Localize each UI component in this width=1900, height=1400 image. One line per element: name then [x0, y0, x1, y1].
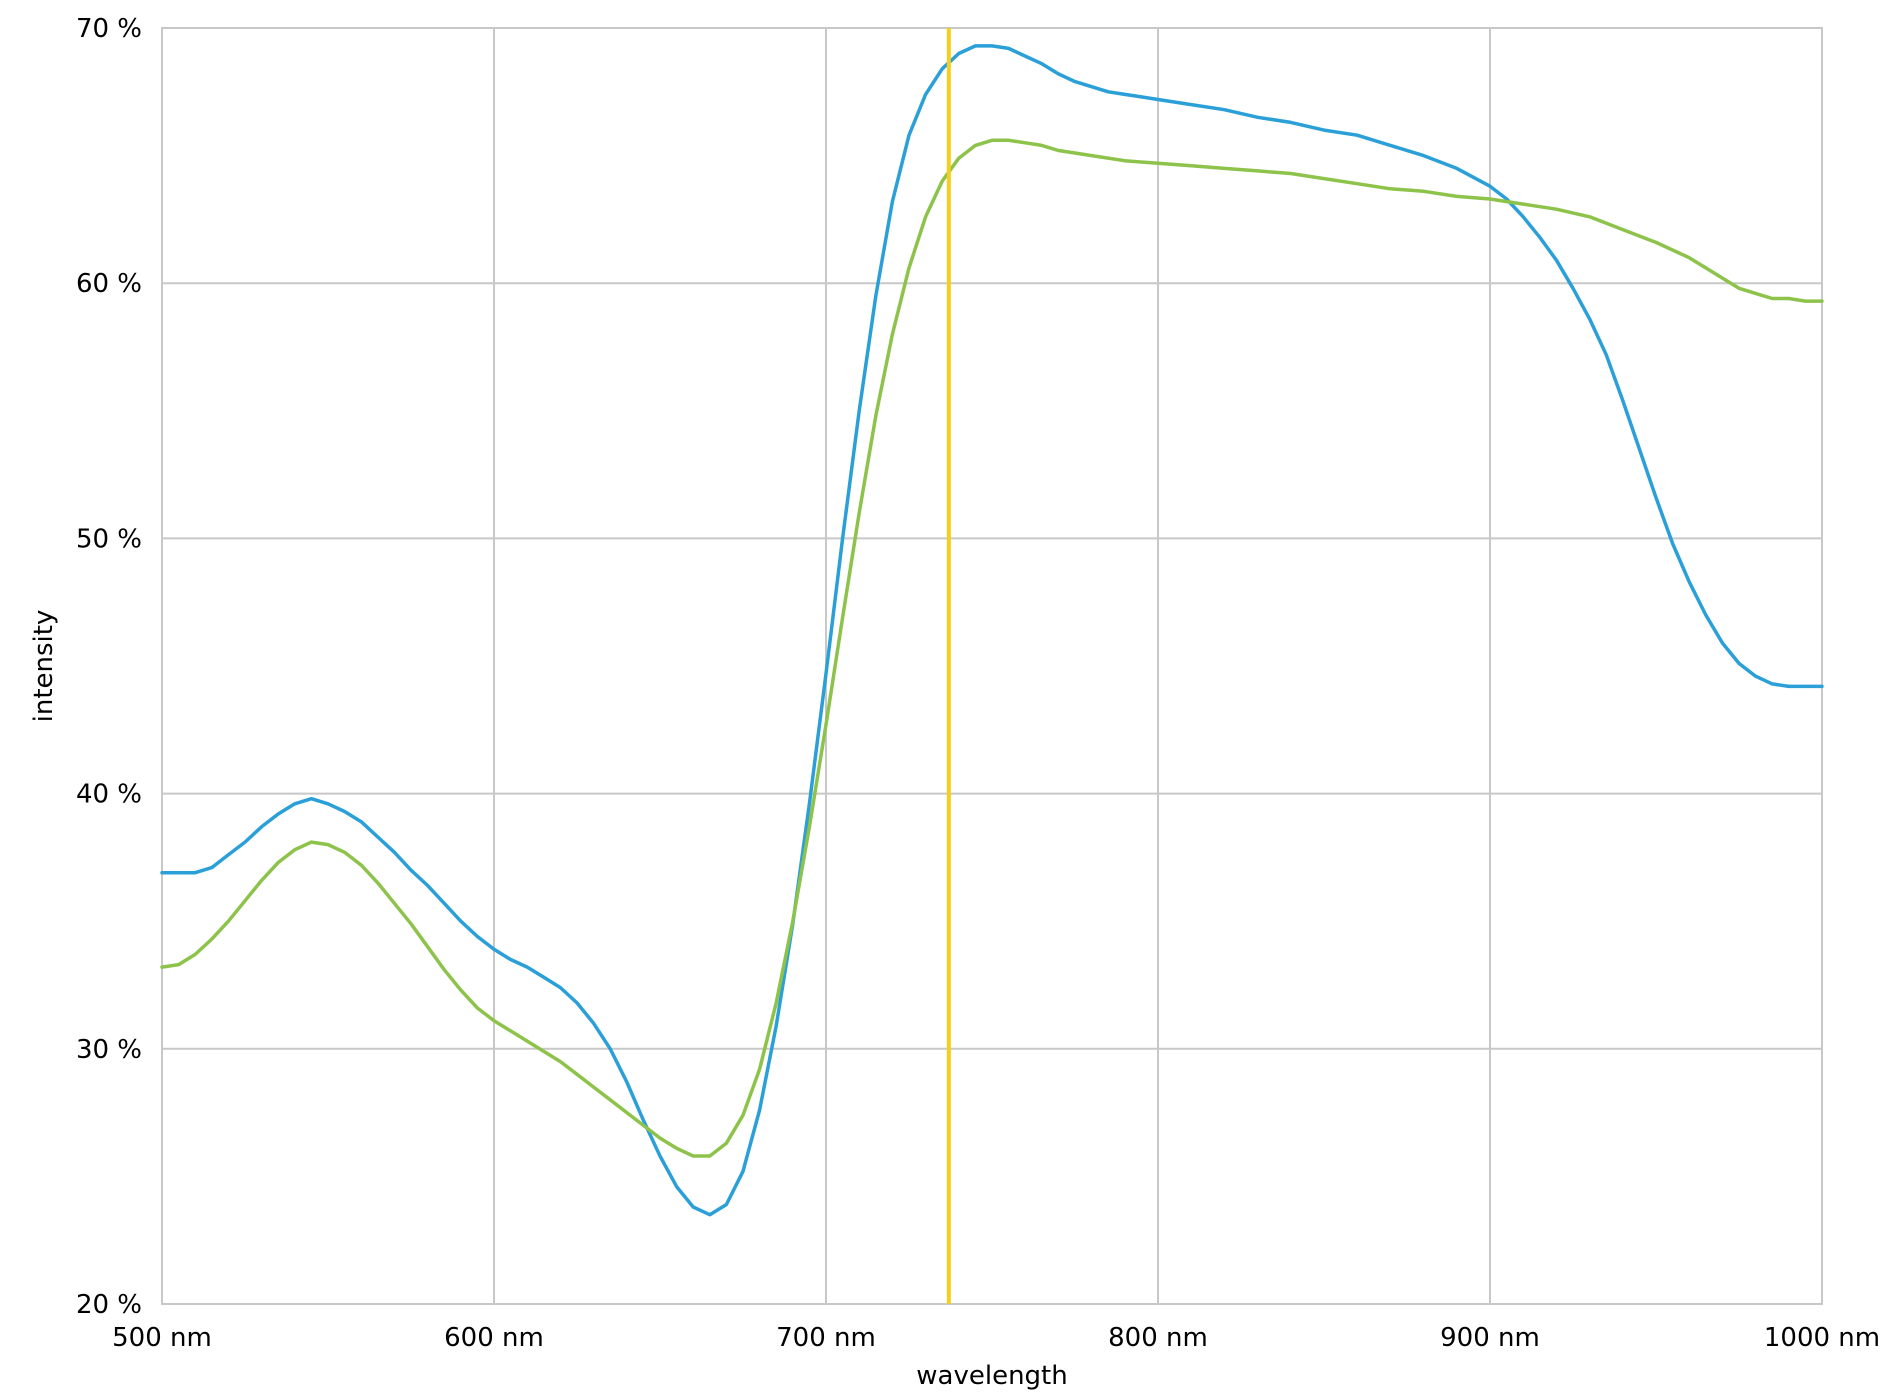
- series-line-2: [160, 138, 1824, 1158]
- x-axis-ticks: 500 nm 600 nm 700 nm 800 nm 900 nm 1000 nm: [112, 1323, 1880, 1353]
- x-tick-label: 900 nm: [1440, 1323, 1540, 1353]
- y-tick-label: 50 %: [76, 524, 142, 554]
- series-line-1: [160, 44, 1824, 1217]
- x-tick-label: 1000 nm: [1764, 1323, 1880, 1353]
- grid: [161, 27, 1823, 1305]
- y-tick-label: 70 %: [76, 14, 142, 44]
- x-axis-label: wavelength: [916, 1361, 1067, 1391]
- y-tick-label: 30 %: [76, 1035, 142, 1065]
- x-tick-label: 800 nm: [1108, 1323, 1208, 1353]
- y-tick-label: 40 %: [76, 780, 142, 810]
- x-tick-label: 700 nm: [776, 1323, 876, 1353]
- y-tick-label: 60 %: [76, 269, 142, 299]
- plot-frame: [161, 27, 1823, 1305]
- y-axis-ticks: 20 % 30 % 40 % 50 % 60 % 70 %: [76, 14, 142, 1320]
- x-tick-label: 500 nm: [112, 1323, 212, 1353]
- series-group: [160, 44, 1824, 1217]
- y-tick-label: 20 %: [76, 1290, 142, 1320]
- y-axis-label: intensity: [29, 610, 59, 723]
- x-tick-label: 600 nm: [444, 1323, 544, 1353]
